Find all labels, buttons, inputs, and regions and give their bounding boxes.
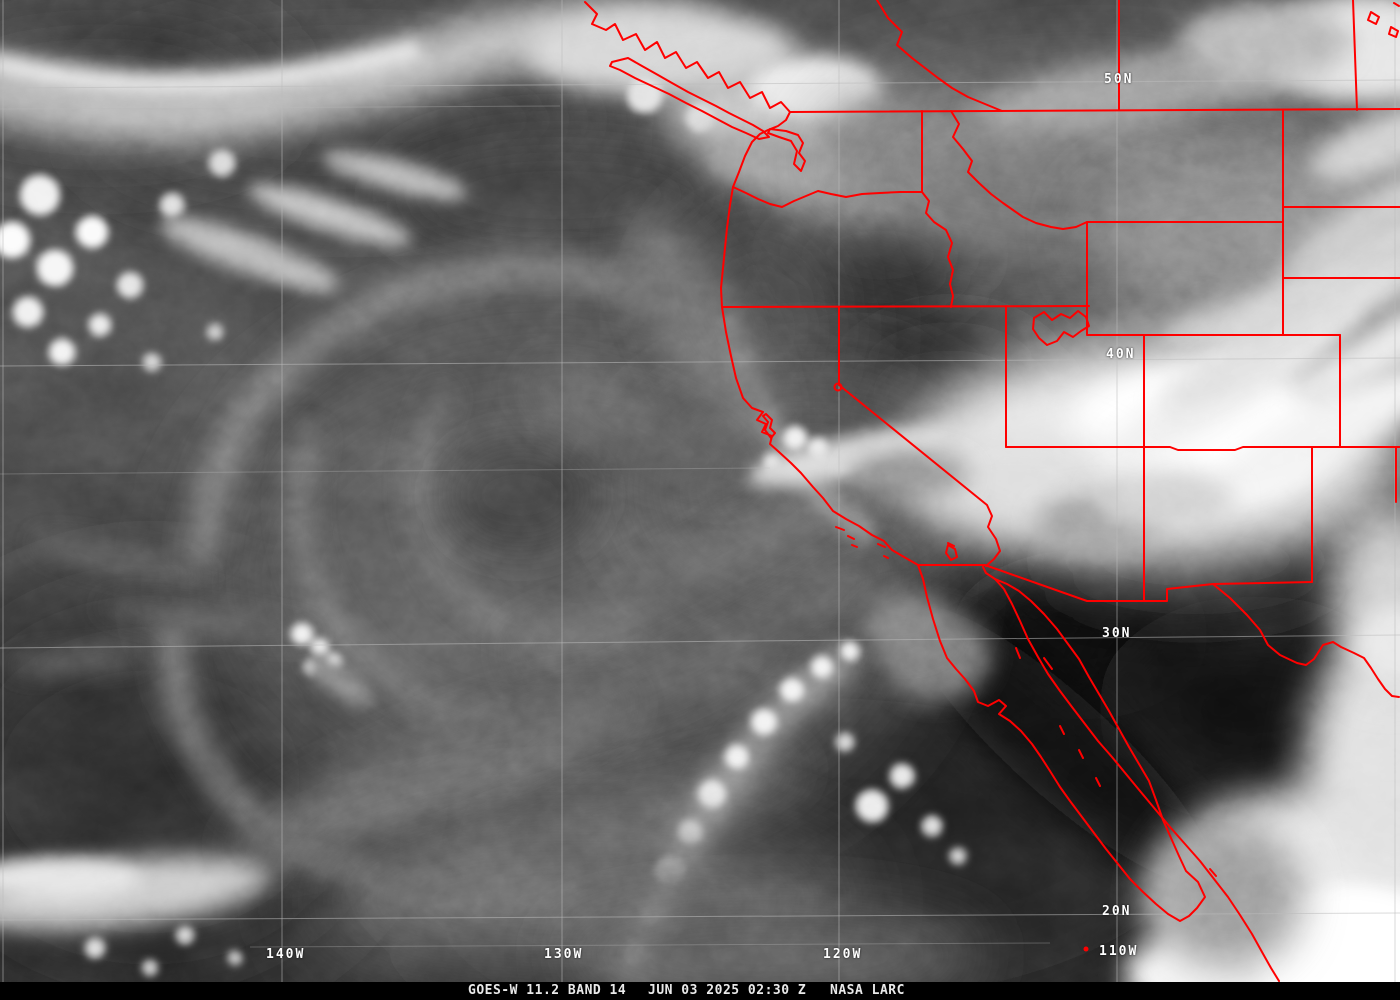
dakota-borders (1282, 206, 1400, 279)
latitude-label-40n: 40N (1106, 347, 1136, 362)
parallel-37n-border (1005, 446, 1400, 451)
latitude-label-50n: 50N (1104, 72, 1134, 87)
saskatchewan-manitoba-border (1352, 0, 1358, 111)
sonora-sinaloa-coastline (994, 578, 1280, 982)
wyoming-borders (1086, 110, 1341, 336)
idaho-montana-border (950, 110, 1088, 230)
canada-us-border (789, 108, 1400, 113)
channel-islands (835, 526, 955, 559)
gulf-of-california-islands (1015, 647, 1217, 877)
caption-credit: NASA LARC (830, 983, 905, 998)
puget-sound-outline (767, 128, 806, 172)
san-francisco-bay-outline (762, 413, 776, 439)
longitude-label-130w: 130W (544, 947, 584, 962)
longitude-label-140w: 140W (266, 947, 306, 962)
salton-sea-outline (945, 544, 958, 561)
bc-alberta-border (876, 0, 1003, 112)
oregon-idaho-border (921, 191, 954, 308)
red-point-marker (1083, 946, 1089, 952)
parallel-42n-border (721, 305, 1090, 308)
caption-timestamp: JUN 03 2025 02:30 Z (648, 983, 807, 998)
coastline-path (584, 1, 1206, 922)
longitude-label-110w: 110W (1099, 944, 1139, 959)
rio-grande-border (1212, 583, 1400, 698)
great-salt-lake-outline (1032, 310, 1090, 346)
california-nevada-border (838, 306, 1001, 567)
caption-product: GOES-W 11.2 BAND 14 (468, 983, 627, 998)
washington-oregon-border (732, 186, 923, 208)
canada-lakes (1367, 2, 1400, 38)
caption-bar: GOES-W 11.2 BAND 14 JUN 03 2025 02:30 Z … (0, 982, 1400, 1000)
latitude-label-20n: 20N (1102, 904, 1132, 919)
map-borders (584, 0, 1400, 982)
longitude-label-120w: 120W (823, 947, 863, 962)
latitude-label-30n: 30N (1102, 626, 1132, 641)
lake-tahoe-outline (833, 382, 843, 392)
vancouver-island-outline (609, 57, 770, 140)
